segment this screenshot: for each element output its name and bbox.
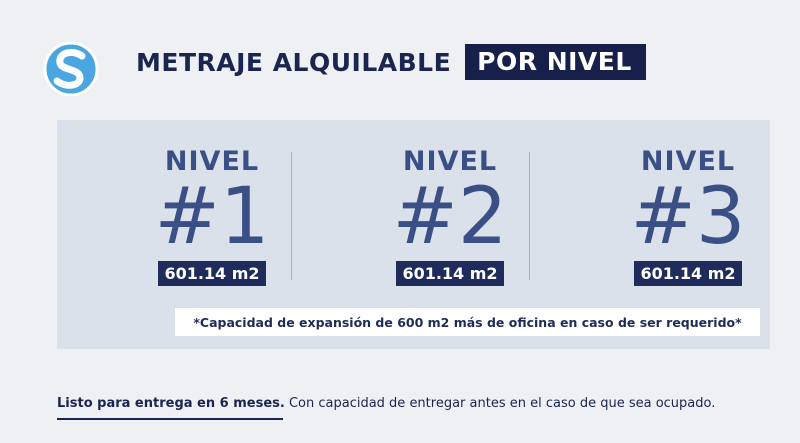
- footer-underline: [57, 418, 283, 420]
- expansion-note: *Capacidad de expansión de 600 m2 más de…: [175, 308, 760, 336]
- title-highlight: POR NIVEL: [465, 44, 646, 80]
- levels-panel: NIVEL #1 601.14 m2 NIVEL #2 601.14 m2 NI…: [57, 120, 770, 349]
- level-2-card: NIVEL #2 601.14 m2: [380, 147, 520, 286]
- footer-body-text: Con capacidad de entregar antes en el ca…: [284, 396, 716, 411]
- level-1-card: NIVEL #1 601.14 m2: [142, 147, 282, 286]
- divider: [529, 152, 530, 280]
- level-label: NIVEL: [640, 146, 736, 177]
- divider: [291, 152, 292, 280]
- level-number: #3: [630, 172, 746, 262]
- level-area-badge: 601.14 m2: [634, 261, 742, 286]
- page-title: METRAJE ALQUILABLE POR NIVEL: [136, 42, 646, 82]
- title-main: METRAJE ALQUILABLE: [136, 47, 452, 77]
- level-label: NIVEL: [402, 146, 498, 177]
- level-area-badge: 601.14 m2: [158, 261, 266, 286]
- level-3-card: NIVEL #3 601.14 m2: [618, 147, 758, 286]
- footer-text: Listo para entrega en 6 meses. Con capac…: [57, 396, 715, 411]
- level-area-badge: 601.14 m2: [396, 261, 504, 286]
- level-number: #1: [154, 172, 270, 262]
- level-label: NIVEL: [164, 146, 260, 177]
- s-logo-icon: [42, 41, 100, 97]
- footer-bold-text: Listo para entrega en 6 meses.: [57, 396, 285, 411]
- level-number: #2: [392, 172, 508, 262]
